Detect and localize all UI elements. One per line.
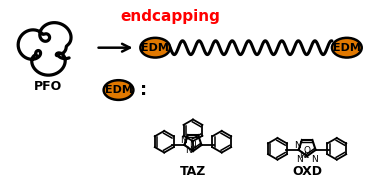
Text: N: N — [190, 141, 196, 150]
Text: PFO: PFO — [34, 80, 62, 93]
Text: EDM: EDM — [105, 85, 132, 95]
Text: N: N — [311, 155, 318, 164]
Text: OXD: OXD — [292, 165, 322, 178]
Text: EDM: EDM — [333, 43, 361, 53]
Text: N: N — [296, 155, 303, 164]
Text: O: O — [304, 146, 311, 155]
Ellipse shape — [332, 38, 362, 57]
Ellipse shape — [140, 38, 170, 57]
Text: EDM: EDM — [141, 43, 169, 53]
Text: N: N — [300, 151, 307, 160]
Text: N: N — [180, 136, 187, 145]
Text: N: N — [186, 146, 192, 155]
Ellipse shape — [104, 80, 133, 100]
Text: :: : — [140, 81, 147, 99]
Text: TAZ: TAZ — [180, 165, 206, 178]
Text: N: N — [294, 141, 301, 150]
Text: endcapping: endcapping — [120, 9, 220, 24]
Text: -: - — [305, 153, 309, 162]
